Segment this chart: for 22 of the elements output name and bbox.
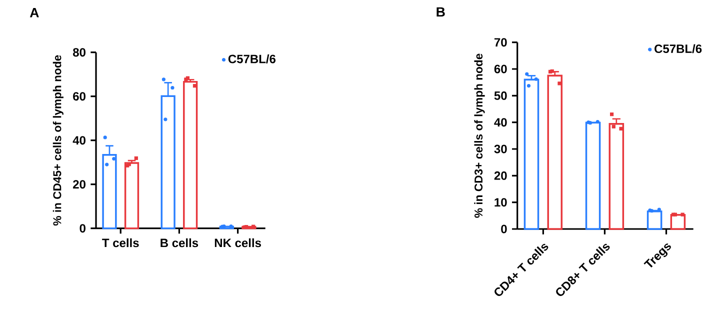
chart-title: A [30, 8, 39, 18]
y-axis-title: % in CD3+ cells of lymph node [474, 54, 485, 218]
legend-label: C57BL/6 [654, 44, 702, 54]
y-tick-label: 60 [73, 92, 86, 101]
x-tick-label: T cells [102, 238, 139, 248]
y-tick-label: 70 [494, 38, 507, 47]
y-tick-label: 40 [72, 136, 86, 145]
y-tick-label: 0 [80, 224, 86, 233]
y-tick-label: 40 [494, 118, 507, 127]
y-tick-label: 20 [73, 180, 86, 189]
y-tick-label: 50 [494, 91, 507, 100]
y-tick-label: 20 [494, 171, 507, 180]
y-tick-label: 60 [494, 64, 507, 74]
x-tick-label: NK cells [214, 238, 261, 248]
y-tick-label: 10 [494, 198, 507, 207]
y-axis-title: % in CD45+ cells of lymph node [52, 55, 64, 226]
y-tick-label: 80 [72, 48, 86, 57]
legend-label: C57BL/6 [228, 54, 276, 64]
x-tick-label: B cells [160, 238, 198, 248]
y-tick-label: 0 [501, 224, 507, 234]
chart-title: B [436, 7, 445, 17]
y-tick-label: 30 [494, 144, 507, 154]
